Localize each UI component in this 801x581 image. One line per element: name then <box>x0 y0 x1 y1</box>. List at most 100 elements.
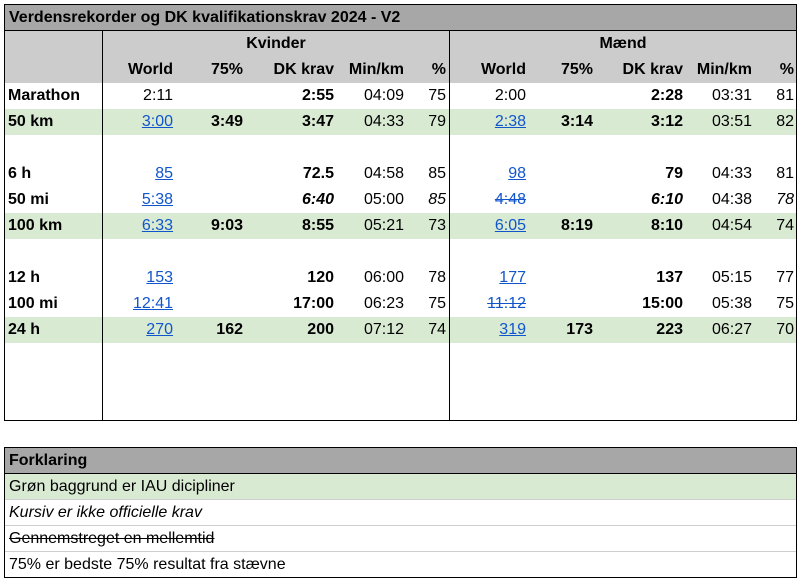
cell-dk-women-unofficial: 6:40 <box>301 191 334 208</box>
group-header-men: Mænd <box>599 35 647 52</box>
legend-panel: Forklaring Grøn baggrund er IAU diciplin… <box>4 447 797 578</box>
cell-minkm-women: 06:00 <box>363 269 404 286</box>
cell-minkm-women: 07:12 <box>363 321 404 338</box>
cell-pct-women: 75 <box>428 87 446 104</box>
cell-75-women: 9:03 <box>210 217 243 234</box>
cell-minkm-men: 05:38 <box>711 295 752 312</box>
iau-row-band <box>5 213 796 239</box>
cell-dk-men: 137 <box>656 269 683 286</box>
row-label-50mi: 50 mi <box>8 191 49 208</box>
column-header-band <box>5 31 796 83</box>
cell-pct-men: 75 <box>776 295 794 312</box>
cell-world-women: 2:11 <box>143 87 173 104</box>
cell-minkm-men: 03:31 <box>711 87 752 104</box>
col-header-75-women: 75% <box>210 61 243 78</box>
row-label-50km: 50 km <box>8 113 54 130</box>
col-header-pct-men: % <box>779 61 794 78</box>
cell-pct-men: 70 <box>776 321 794 338</box>
row-label-100mi: 100 mi <box>8 295 58 312</box>
cell-pct-women-unofficial: 85 <box>428 191 446 208</box>
cell-world-men-split-link[interactable]: 11:12 <box>487 295 526 312</box>
cell-dk-men: 79 <box>665 165 683 182</box>
legend-item-green: Grøn baggrund er IAU dicipliner <box>5 474 796 500</box>
legend-item-strikethrough-text: Gennemstreget en mellemtid <box>9 530 215 547</box>
records-table: Verdensrekorder og DK kvalifikationskrav… <box>4 4 797 421</box>
cell-world-women-link[interactable]: 270 <box>146 321 173 338</box>
cell-world-women-link[interactable]: 153 <box>146 269 173 286</box>
cell-minkm-men: 04:38 <box>711 191 752 208</box>
col-header-world-men: World <box>480 61 526 78</box>
cell-75-men: 3:14 <box>560 113 593 130</box>
cell-world-women-link[interactable]: 5:38 <box>141 191 173 208</box>
cell-dk-women: 17:00 <box>293 295 334 312</box>
col-header-dk-women: DK krav <box>273 61 334 78</box>
cell-pct-women: 73 <box>428 217 446 234</box>
cell-75-men: 173 <box>566 321 593 338</box>
cell-world-men-link[interactable]: 177 <box>499 269 526 286</box>
cell-world-women-link[interactable]: 6:33 <box>141 217 173 234</box>
cell-world-men-link[interactable]: 319 <box>499 321 526 338</box>
column-divider <box>449 31 450 420</box>
cell-world-women-link[interactable]: 12:41 <box>132 295 173 312</box>
cell-pct-women: 74 <box>428 321 446 338</box>
cell-world-men: 2:00 <box>494 87 526 104</box>
cell-pct-men: 77 <box>776 269 794 286</box>
cell-pct-women: 85 <box>428 165 446 182</box>
cell-dk-women: 72.5 <box>302 165 334 182</box>
cell-minkm-women: 04:33 <box>363 113 404 130</box>
cell-world-men-link[interactable]: 6:05 <box>494 217 526 234</box>
cell-dk-men-unofficial: 6:10 <box>650 191 683 208</box>
cell-dk-men: 3:12 <box>650 113 683 130</box>
cell-pct-men: 81 <box>776 165 794 182</box>
cell-minkm-women: 04:58 <box>363 165 404 182</box>
col-header-minkm-men: Min/km <box>696 61 752 78</box>
legend-title: Forklaring <box>5 448 796 474</box>
row-label-100km: 100 km <box>8 217 63 234</box>
cell-minkm-women: 06:23 <box>363 295 404 312</box>
col-header-pct-women: % <box>431 61 446 78</box>
cell-minkm-men: 06:27 <box>711 321 752 338</box>
col-header-dk-men: DK krav <box>622 61 683 78</box>
cell-pct-men-unofficial: 78 <box>776 191 794 208</box>
cell-world-men-link[interactable]: 2:38 <box>494 113 526 130</box>
legend-item-strikethrough: Gennemstreget en mellemtid <box>5 526 796 552</box>
cell-minkm-women: 05:21 <box>363 217 404 234</box>
cell-world-men-link[interactable]: 98 <box>508 165 526 182</box>
row-label-6h: 6 h <box>8 165 32 182</box>
column-divider <box>102 31 103 420</box>
cell-dk-women: 120 <box>307 269 334 286</box>
legend-item-italic: Kursiv er ikke officielle krav <box>5 500 796 526</box>
cell-dk-women: 2:55 <box>301 87 334 104</box>
cell-minkm-men: 05:15 <box>711 269 752 286</box>
cell-world-women-link[interactable]: 3:00 <box>141 113 173 130</box>
cell-world-men-split-link[interactable]: 4:48 <box>494 191 526 208</box>
cell-pct-men: 82 <box>776 113 794 130</box>
cell-pct-men: 81 <box>776 87 794 104</box>
cell-minkm-women: 05:00 <box>363 191 404 208</box>
cell-dk-men: 2:28 <box>650 87 683 104</box>
row-label-24h: 24 h <box>8 321 41 338</box>
cell-world-women-link[interactable]: 85 <box>155 165 173 182</box>
col-header-minkm-women: Min/km <box>348 61 404 78</box>
cell-dk-men: 15:00 <box>642 295 683 312</box>
group-header-women: Kvinder <box>246 35 306 52</box>
cell-minkm-men: 04:33 <box>711 165 752 182</box>
cell-pct-women: 78 <box>428 269 446 286</box>
iau-row-band <box>5 109 796 135</box>
cell-75-women: 3:49 <box>210 113 243 130</box>
cell-minkm-men: 04:54 <box>711 217 752 234</box>
cell-minkm-men: 03:51 <box>711 113 752 130</box>
cell-dk-women: 3:47 <box>301 113 334 130</box>
table-title: Verdensrekorder og DK kvalifikationskrav… <box>5 5 796 31</box>
row-label-12h: 12 h <box>8 269 41 286</box>
legend-item-75pct: 75% er bedste 75% resultat fra stævne <box>9 556 286 573</box>
col-header-world-women: World <box>127 61 173 78</box>
cell-minkm-women: 04:09 <box>363 87 404 104</box>
cell-dk-women: 200 <box>307 321 334 338</box>
cell-75-women: 162 <box>216 321 243 338</box>
cell-pct-women: 75 <box>428 295 446 312</box>
col-header-75-men: 75% <box>560 61 593 78</box>
row-label-marathon: Marathon <box>8 87 80 104</box>
cell-pct-men: 74 <box>776 217 794 234</box>
iau-row-band <box>5 317 796 343</box>
